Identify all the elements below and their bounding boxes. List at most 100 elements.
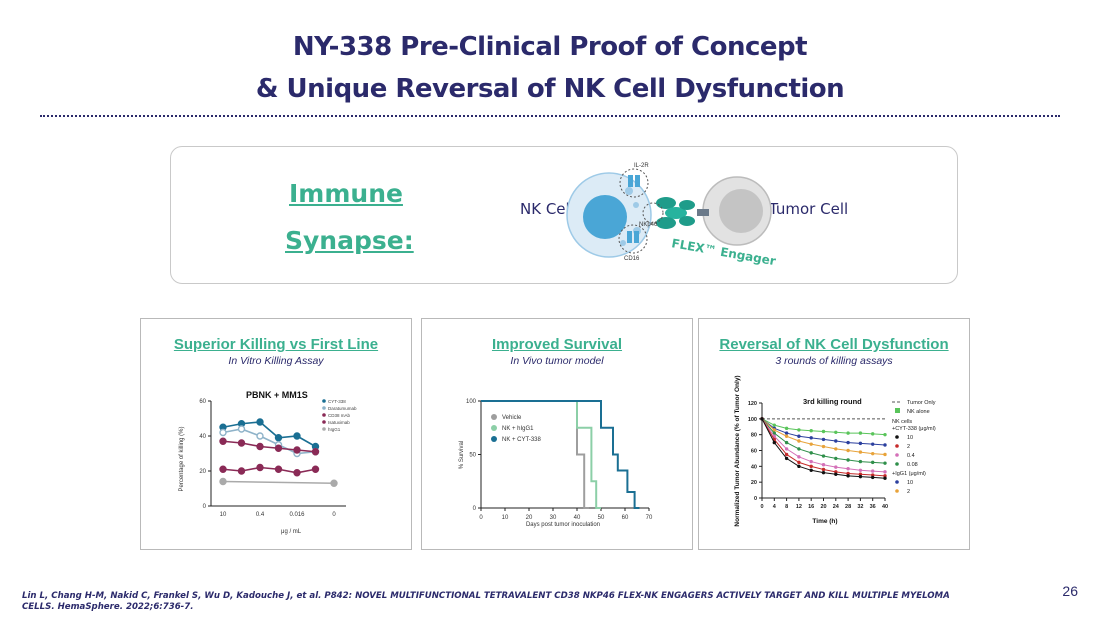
cd16-label: CD16: [624, 256, 640, 262]
killing-legend-marker: [322, 427, 326, 431]
reversal-legend-label: Tumor Only: [907, 400, 936, 406]
nkp46-label: NKp46: [639, 222, 658, 228]
reversal-data-point: [809, 459, 813, 464]
survival-y-tick-label: 0: [473, 506, 477, 512]
reversal-y-tick-label: 60: [751, 449, 757, 455]
killing-legend-marker: [322, 399, 326, 403]
reversal-data-point: [797, 455, 801, 459]
reversal-data-point: [883, 452, 887, 457]
reversal-data-point: [797, 460, 801, 465]
reversal-data-point: [871, 475, 875, 480]
reversal-chart: 3rd killing round Normalized Tumor Abund…: [734, 375, 936, 526]
panel-killing-subtitle: In Vitro Killing Assay: [228, 355, 324, 367]
killing-legend-label: CYT-338: [328, 399, 346, 404]
killing-data-point: [237, 467, 246, 475]
reversal-legend-marker: [895, 480, 899, 484]
reversal-legend-marker: [895, 435, 899, 439]
survival-x-tick-label: 30: [550, 515, 557, 521]
killing-ylabel: Percentage of killing (%): [179, 426, 185, 491]
killing-xlabel: μg / mL: [281, 529, 302, 535]
reversal-legend-label: NK cells: [892, 419, 912, 425]
reversal-data-point: [846, 458, 850, 462]
reversal-x-tick-label: 32: [857, 504, 863, 510]
reversal-data-point: [784, 434, 789, 438]
page-number: 26: [1062, 583, 1078, 599]
reversal-data-point: [772, 423, 776, 427]
killing-data-point: [293, 432, 301, 440]
reversal-data-point: [821, 437, 826, 442]
survival-legend-label: NK + hIgG1: [502, 426, 534, 432]
reversal-data-point: [784, 431, 789, 435]
killing-x-tick-label: 0.4: [256, 512, 265, 518]
il2r-icon: [619, 168, 649, 198]
reversal-data-point: [858, 472, 863, 476]
reversal-data-point: [821, 429, 826, 434]
killing-legend-marker: [322, 420, 326, 424]
reversal-x-tick-label: 4: [773, 504, 777, 510]
reversal-legend-label: 0.08: [907, 462, 918, 468]
reversal-y-tick-label: 20: [751, 480, 757, 486]
killing-data-point: [293, 469, 301, 477]
survival-series-line: [481, 400, 640, 509]
reversal-y-tick-label: 120: [748, 401, 757, 407]
survival-x-tick-label: 50: [598, 515, 605, 521]
killing-data-point: [237, 425, 246, 433]
flex-engager-icon: [656, 197, 709, 229]
reversal-data-point: [871, 473, 875, 477]
reversal-data-point: [834, 472, 838, 476]
reversal-y-tick-label: 0: [754, 496, 757, 502]
synapse-diagram: IL-2R NKp46 CD16 FLEX™ Engager: [566, 163, 777, 268]
killing-legend-label: hIgG1: [328, 427, 341, 432]
killing-data-point: [256, 463, 264, 472]
reversal-data-point: [784, 447, 789, 451]
title-divider: [40, 115, 1060, 117]
reversal-legend-label: 2: [907, 444, 910, 450]
nk-cell-label: NK Cell: [520, 200, 574, 218]
survival-y-tick-label: 100: [466, 399, 477, 405]
reversal-data-point: [858, 474, 863, 479]
reversal-xlabel: Time (h): [812, 518, 837, 525]
killing-data-point: [219, 477, 227, 486]
reversal-data-point: [797, 434, 801, 438]
reversal-data-point: [871, 442, 875, 446]
reversal-x-tick-label: 8: [785, 504, 788, 510]
reversal-data-point: [760, 417, 764, 421]
tumor-cell-label: Tumor Cell: [769, 200, 849, 218]
reversal-legend-marker: [895, 489, 899, 493]
reversal-data-point: [784, 440, 789, 445]
reversal-data-point: [883, 461, 887, 465]
reversal-data-point: [821, 463, 826, 467]
killing-data-point: [237, 439, 246, 447]
reversal-data-point: [858, 450, 863, 454]
survival-legend-marker: [491, 425, 497, 431]
slide-title-line-1: NY-338 Pre-Clinical Proof of Concept: [292, 32, 808, 62]
killing-chart-title: PBNK + MM1S: [246, 390, 308, 400]
reversal-data-point: [821, 454, 826, 458]
killing-data-point: [293, 446, 301, 454]
survival-x-tick-label: 60: [622, 515, 629, 521]
killing-y-tick-label: 20: [199, 469, 206, 475]
reversal-x-tick-label: 20: [820, 504, 826, 510]
reversal-legend-label: 0.4: [907, 453, 915, 459]
panel-reversal-title: Reversal of NK Cell Dysfunction: [719, 336, 949, 353]
killing-y-tick-label: 40: [199, 434, 206, 440]
panel-killing-title: Superior Killing vs First Line: [173, 336, 379, 353]
killing-data-point: [219, 428, 227, 437]
survival-x-tick-label: 10: [502, 515, 509, 521]
reversal-data-point: [809, 436, 813, 440]
synapse-label: Synapse:: [285, 226, 414, 255]
reversal-data-point: [883, 432, 887, 437]
reversal-chart-title: 3rd killing round: [803, 397, 862, 406]
killing-data-point: [219, 437, 227, 445]
reversal-data-point: [858, 459, 863, 464]
reversal-legend-label: +IgG1 (μg/ml): [892, 471, 926, 477]
reversal-data-point: [797, 439, 801, 443]
tumor-cell-nucleus: [719, 189, 763, 233]
survival-x-tick-label: 0: [479, 515, 483, 521]
killing-series-line: [222, 466, 316, 474]
reversal-data-point: [871, 451, 875, 456]
reversal-legend-label: +CYT-338 (μg/ml): [892, 426, 936, 432]
reversal-data-point: [797, 447, 801, 451]
killing-legend-marker: [322, 406, 326, 410]
immune-synapse-box: Immune Synapse: NK Cell Tumor Cell IL-2R…: [170, 146, 958, 284]
